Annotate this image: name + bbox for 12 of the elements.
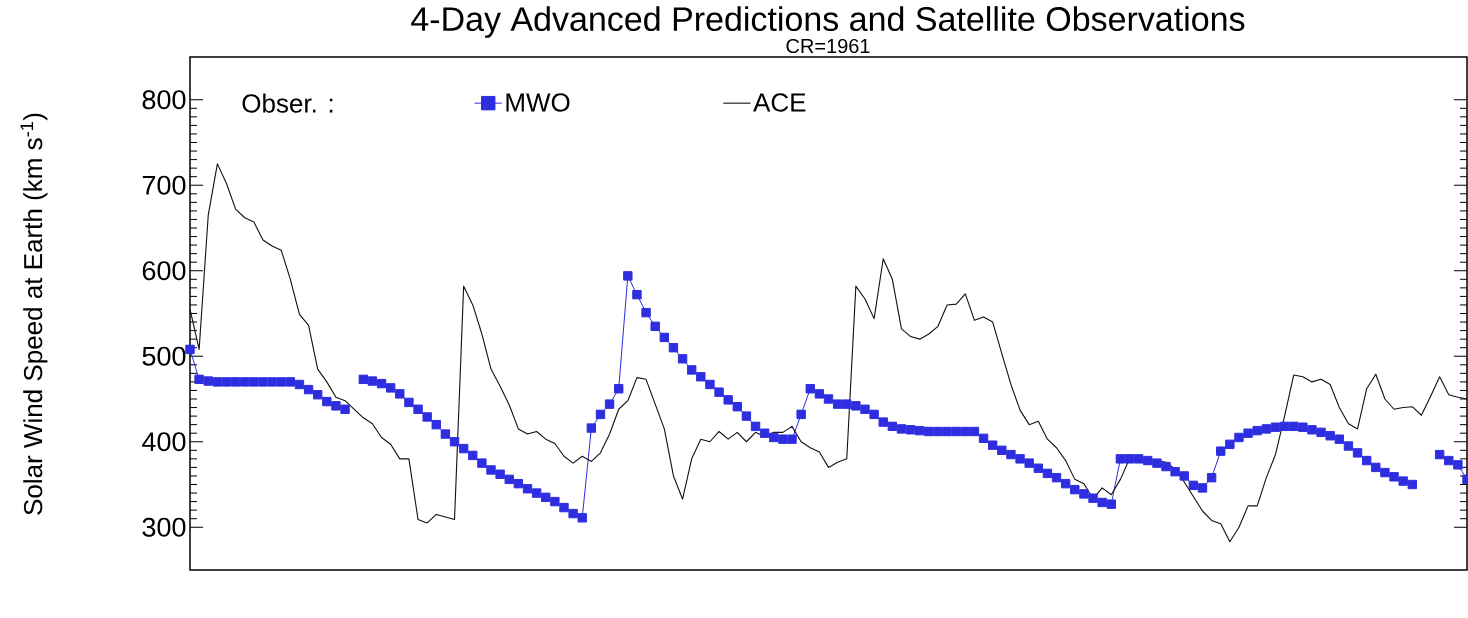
y-tick-label: 400	[142, 432, 186, 452]
legend-label: ACE	[753, 93, 806, 112]
legend-title: Obser. :	[242, 93, 333, 113]
y-tick-label: 700	[142, 175, 186, 195]
y-tick-label: 500	[142, 346, 186, 366]
legend-label: MWO	[506, 93, 570, 112]
chart-title: 4-Day Advanced Predictions and Satellite Observations	[411, 6, 1245, 38]
y-axis-title: Solar Wind Speed at Earth (km s$^{-1}$)	[20, 113, 48, 515]
chart-subtitle: CR=1961	[786, 38, 870, 54]
y-tick-label: 300	[142, 517, 186, 537]
y-tick-label: 600	[142, 261, 186, 281]
y-tick-label: 800	[142, 90, 186, 110]
